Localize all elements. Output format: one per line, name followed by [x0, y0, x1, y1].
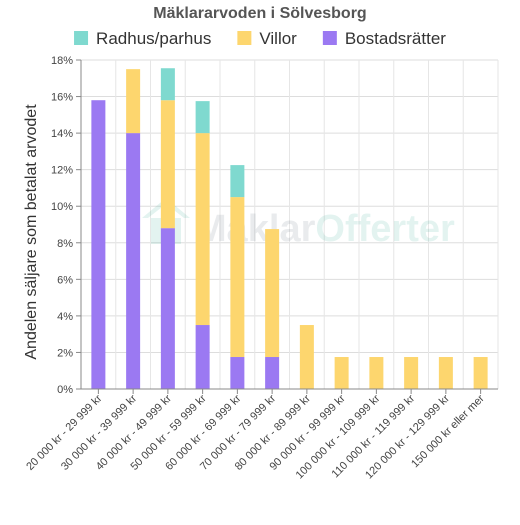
- bar-segment: [126, 133, 141, 389]
- bar-segment: [299, 325, 314, 389]
- bar-segment: [473, 357, 488, 389]
- y-tick-label: 12%: [51, 165, 73, 177]
- bar-segment: [438, 357, 453, 389]
- bar-segment: [265, 357, 280, 389]
- bar-segment: [160, 100, 175, 229]
- y-tick-label: 2%: [57, 347, 73, 359]
- y-tick-label: 16%: [51, 92, 73, 104]
- bar-segment: [195, 133, 210, 326]
- y-tick-label: 8%: [57, 238, 73, 250]
- bar-segment: [404, 357, 419, 389]
- watermark-text-part1: Mäklar: [195, 208, 316, 250]
- y-axis: 0% 2% 4% 6% 8% 10% 12% 14% 16% 18%: [51, 55, 82, 396]
- legend-label: Bostadsrätter: [345, 29, 446, 48]
- y-tick-label: 10%: [51, 201, 73, 213]
- bar-segment: [160, 68, 175, 101]
- bar-segment: [230, 197, 245, 358]
- svg-text:MäklarOfferter: MäklarOfferter: [195, 208, 455, 250]
- bar-segment: [160, 228, 175, 389]
- bar-segment: [230, 357, 245, 389]
- bar-segment: [91, 100, 106, 389]
- bar-segment: [230, 165, 245, 198]
- legend-item[interactable]: Radhus/parhus: [74, 29, 211, 48]
- legend-swatch: [237, 31, 252, 45]
- bar-segment: [369, 357, 384, 389]
- bar-segment: [334, 357, 349, 389]
- y-axis-label: Andelen säljare som betalat arvodet: [23, 104, 40, 360]
- legend-item[interactable]: Villor: [237, 29, 297, 48]
- legend-swatch: [322, 31, 337, 45]
- watermark-text-part2: Offerter: [315, 208, 455, 250]
- bar-segment: [126, 69, 141, 134]
- bar-segment: [195, 325, 210, 389]
- house-icon: [142, 198, 190, 244]
- y-tick-label: 6%: [57, 274, 73, 286]
- y-tick-label: 18%: [51, 55, 73, 67]
- y-tick-label: 4%: [57, 311, 73, 323]
- watermark-logo: MäklarOfferter: [142, 198, 455, 250]
- bars: [91, 68, 488, 389]
- chart-title: Mäklararvoden i Sölvesborg: [153, 5, 366, 22]
- y-tick-label: 0%: [57, 384, 73, 396]
- legend-label: Radhus/parhus: [96, 29, 211, 48]
- bar-segment: [265, 229, 280, 358]
- legend-swatch: [74, 31, 89, 45]
- legend-label: Villor: [259, 29, 297, 48]
- bar-segment: [195, 101, 210, 134]
- legend: Radhus/parhus Villor Bostadsrätter: [74, 29, 446, 48]
- y-tick-label: 14%: [51, 128, 73, 140]
- legend-item[interactable]: Bostadsrätter: [322, 29, 446, 48]
